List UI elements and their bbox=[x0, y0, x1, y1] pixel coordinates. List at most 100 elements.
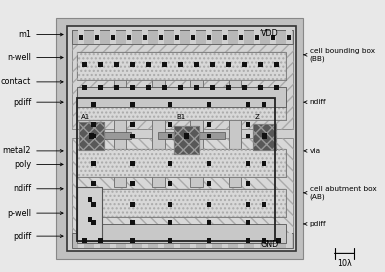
Text: B1: B1 bbox=[176, 114, 186, 120]
Bar bbox=[254, 30, 260, 44]
Bar bbox=[79, 122, 104, 150]
Text: GND: GND bbox=[260, 240, 278, 249]
Bar bbox=[91, 202, 95, 207]
Bar bbox=[246, 181, 250, 186]
Bar bbox=[88, 217, 92, 222]
Bar bbox=[152, 62, 164, 187]
Bar bbox=[110, 233, 116, 248]
Text: pdiff: pdiff bbox=[304, 221, 326, 227]
Bar bbox=[159, 35, 163, 40]
Bar bbox=[238, 30, 244, 44]
Bar bbox=[175, 35, 179, 40]
Bar bbox=[286, 233, 292, 248]
Text: n-well: n-well bbox=[7, 53, 63, 62]
Bar bbox=[194, 85, 199, 90]
Bar bbox=[89, 133, 94, 139]
Text: VDD: VDD bbox=[261, 29, 278, 38]
Text: m1: m1 bbox=[18, 30, 63, 39]
Bar bbox=[207, 102, 211, 107]
Bar bbox=[110, 30, 116, 44]
Bar bbox=[178, 85, 183, 90]
Bar bbox=[238, 233, 244, 248]
Bar bbox=[210, 85, 215, 90]
Bar bbox=[72, 30, 293, 129]
Bar bbox=[91, 161, 95, 166]
Bar bbox=[168, 102, 172, 107]
Bar bbox=[82, 62, 87, 67]
Bar bbox=[94, 233, 100, 248]
Bar bbox=[254, 233, 260, 248]
Bar bbox=[131, 85, 135, 90]
Bar bbox=[207, 202, 211, 207]
Bar bbox=[286, 30, 292, 44]
Bar bbox=[77, 224, 286, 243]
Bar bbox=[168, 161, 172, 166]
Bar bbox=[131, 102, 135, 107]
Bar bbox=[246, 202, 250, 207]
Bar bbox=[77, 187, 102, 242]
Bar bbox=[168, 238, 172, 243]
Bar bbox=[168, 134, 172, 138]
Bar bbox=[72, 138, 293, 242]
Bar bbox=[275, 62, 279, 67]
Bar bbox=[114, 62, 119, 67]
Bar bbox=[98, 238, 103, 243]
Bar bbox=[190, 233, 196, 248]
Text: p-well: p-well bbox=[7, 209, 63, 218]
Bar bbox=[126, 233, 132, 248]
Bar bbox=[287, 35, 291, 40]
Bar bbox=[114, 85, 119, 90]
Bar bbox=[77, 92, 286, 120]
Bar bbox=[262, 161, 266, 166]
Bar bbox=[126, 30, 132, 44]
Bar bbox=[207, 35, 211, 40]
Text: cell abutment box
(AB): cell abutment box (AB) bbox=[304, 186, 376, 200]
Bar bbox=[104, 132, 131, 139]
Bar bbox=[270, 30, 276, 44]
Bar bbox=[127, 35, 131, 40]
Bar bbox=[158, 132, 189, 139]
Text: ndiff: ndiff bbox=[304, 99, 326, 105]
Bar bbox=[207, 134, 211, 138]
Bar bbox=[143, 35, 147, 40]
Bar bbox=[198, 132, 225, 139]
Bar bbox=[258, 62, 263, 67]
Bar bbox=[178, 62, 183, 67]
Bar bbox=[67, 26, 296, 251]
Bar bbox=[77, 149, 286, 177]
Bar bbox=[72, 233, 293, 248]
Bar bbox=[168, 202, 172, 207]
Bar bbox=[77, 189, 286, 217]
Bar bbox=[261, 133, 267, 139]
Bar bbox=[262, 134, 266, 138]
Bar bbox=[88, 197, 92, 202]
Bar bbox=[82, 238, 87, 243]
Bar bbox=[98, 85, 103, 90]
Text: ndiff: ndiff bbox=[13, 184, 63, 193]
Bar bbox=[246, 161, 250, 166]
Bar bbox=[207, 122, 211, 126]
Bar bbox=[77, 87, 286, 107]
Bar bbox=[239, 35, 243, 40]
Bar bbox=[275, 85, 279, 90]
Text: metal2: metal2 bbox=[3, 146, 63, 155]
Bar bbox=[91, 122, 95, 126]
Bar bbox=[131, 134, 135, 138]
Bar bbox=[131, 62, 135, 67]
Bar bbox=[243, 85, 247, 90]
Bar bbox=[190, 62, 203, 187]
Bar bbox=[270, 233, 276, 248]
Bar bbox=[206, 233, 212, 248]
Text: contact: contact bbox=[1, 77, 63, 86]
Bar bbox=[77, 98, 275, 242]
Bar bbox=[262, 102, 266, 107]
Bar bbox=[162, 85, 167, 90]
Bar bbox=[168, 181, 172, 186]
Bar bbox=[131, 122, 135, 126]
Bar bbox=[91, 134, 95, 138]
Bar bbox=[226, 85, 231, 90]
Bar bbox=[246, 220, 250, 225]
Bar bbox=[72, 30, 293, 129]
Bar bbox=[190, 30, 196, 44]
Bar bbox=[94, 30, 100, 44]
